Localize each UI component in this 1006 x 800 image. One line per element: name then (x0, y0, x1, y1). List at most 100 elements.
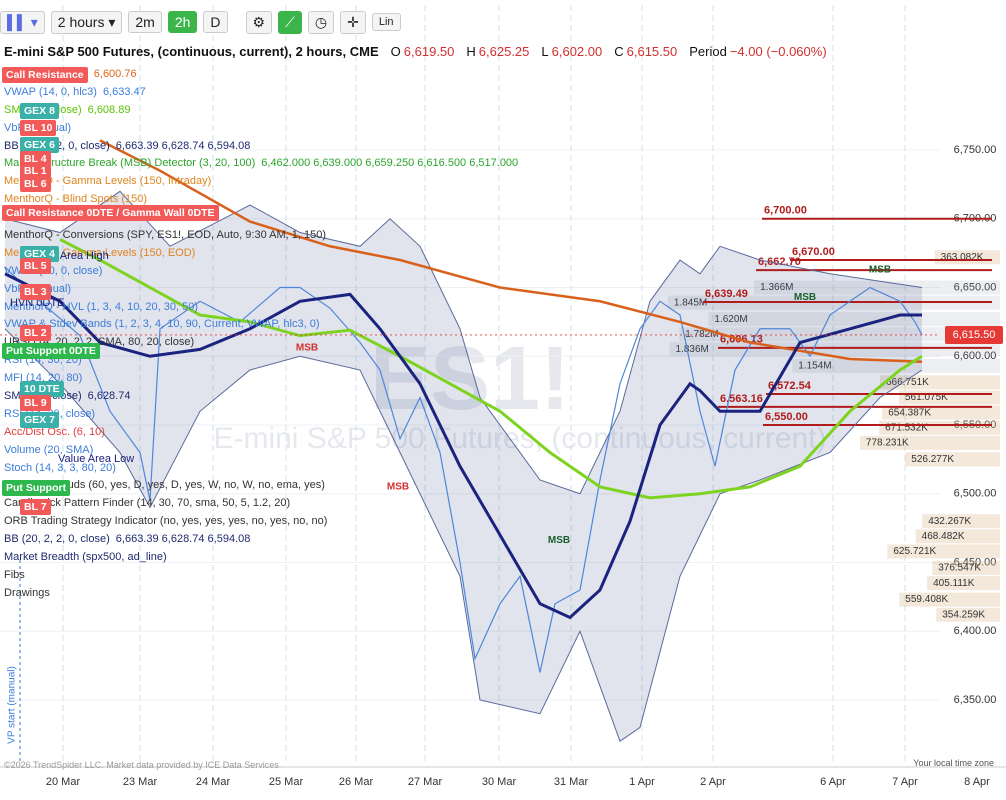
legend-row: Ichimoku Clouds (60, yes, D, yes, D, yes… (4, 477, 518, 495)
interval: 2 hours (57, 13, 105, 30)
y-tick-label: 6,350.00 (954, 694, 997, 706)
legend-value: 6,600.76 (93, 68, 137, 80)
vp-start-label: VP start (manual) (7, 666, 18, 744)
legend-row: Candlestick Pattern Finder (14, 30, 70, … (4, 495, 518, 513)
x-tick-label: 1 Apr (629, 776, 655, 788)
msb-annotation: MSB (794, 292, 816, 303)
volume-profile-bar (669, 342, 1000, 357)
price-level-label: 6,662.70 (758, 256, 801, 268)
legend-text: Fibs (4, 568, 25, 581)
x-tick-label: 20 Mar (46, 776, 81, 788)
volume-profile-label: 559.408K (905, 594, 948, 605)
x-tick-label: 2 Apr (700, 776, 726, 788)
msb-annotation: MSB (387, 482, 409, 493)
y-tick-label: 6,650.00 (954, 281, 997, 293)
scale-button[interactable]: Lin (371, 13, 401, 31)
legend-row: MenthorQ - Gamma Levels (150, Intraday) (4, 173, 518, 191)
level-badge: BL 5 (20, 258, 51, 274)
legend-text: BB (20, 2, 2, 0, close) (4, 533, 110, 546)
volume-profile-bar (708, 312, 1000, 327)
volume-profile-label: 376.547K (938, 563, 981, 574)
legend-row: VWAP & Stdev Bands (1, 2, 3, 4, 10, 90, … (4, 316, 518, 334)
settings-button[interactable]: ⚙ (245, 10, 273, 34)
volume-profile-label: 405.111K (933, 578, 975, 589)
volume-profile-label: 654.387K (888, 407, 931, 418)
volume-profile-bar (792, 358, 1000, 373)
overlay-label: HVN 0DTE (10, 297, 65, 309)
interval-select[interactable]: 2 hours ▾ (50, 10, 123, 34)
interval-button[interactable]: 2m (128, 11, 162, 33)
legend-text: Market Breadth (spx500, ad_line) (4, 551, 167, 564)
volume-profile-label: 468.482K (922, 531, 965, 542)
msb-annotation: MSB (548, 535, 570, 546)
interval-button[interactable]: 2h (167, 11, 198, 33)
level-badge: Put Support (2, 480, 71, 496)
legend-row: MenthorQ - Conversions (SPY, ES1!, EOD, … (4, 227, 518, 245)
period-value: −4.00 (−0.060%) (729, 44, 827, 59)
chart-type-button[interactable]: ▌▌ ▾ (0, 10, 45, 34)
last-price-label: 6,615.50 (953, 329, 996, 341)
ohlc-value: 6,625.25 (478, 44, 530, 59)
volume-profile-label: 1.620M (714, 314, 747, 325)
legend-row: MenthorQ - HVL (1, 3, 4, 10, 20, 30, 50) (4, 299, 518, 317)
x-tick-label: 27 Mar (408, 776, 443, 788)
interval-button[interactable]: D (203, 11, 228, 33)
toolbar: ▌▌ ▾ 2 hours ▾ 2m 2h D ⚙ ⟋ ◷ ✛ Lin (0, 8, 401, 36)
volume-profile-bar (932, 560, 1000, 575)
price-level-label: 6,639.49 (705, 288, 748, 300)
price-level-label: 6,550.00 (765, 411, 808, 423)
legend-text: Stoch (14, 3, 3, 80, 20) (4, 461, 116, 474)
crosshair-button[interactable]: ✛ (340, 10, 366, 34)
legend-text: VWAP (10, 0, close) (4, 264, 103, 277)
legend-row: Stoch (14, 3, 3, 80, 20) (4, 460, 518, 478)
legend-value: 6,663.39 6,628.74 6,594.08 (115, 139, 251, 152)
series-line (4, 328, 923, 742)
watermark-symbol: ES1! (370, 329, 570, 429)
y-tick-label: 6,450.00 (954, 556, 997, 568)
legend-row: Market Breadth (spx500, ad_line) (4, 549, 518, 567)
y-tick-label: 6,500.00 (954, 488, 997, 500)
x-tick-label: 23 Mar (123, 776, 158, 788)
legend-row: ORB Trading Strategy Indicator (no, yes,… (4, 513, 518, 531)
legend-text: Ichimoku Clouds (60, yes, D, yes, D, yes… (4, 479, 325, 492)
x-tick-label: 8 Apr (964, 776, 990, 788)
ohlc-key: H (466, 44, 476, 59)
volume-profile-label: 671.532K (885, 422, 928, 433)
volume-profile-label: 1.782M (685, 329, 718, 340)
ohlc-key: L (541, 44, 549, 59)
legend-text: ORB Trading Strategy Indicator (no, yes,… (4, 515, 328, 528)
legend-row: Volume (20, SMA) (4, 442, 518, 460)
series-line (99, 139, 923, 364)
volume-profile-bar (879, 375, 1000, 390)
legend-row: BB (20, 2, 2, 0, close)6,663.39 6,628.74… (4, 138, 518, 156)
legend-row: SMA (20, close)6,628.74 (4, 388, 518, 406)
x-tick-label: 25 Mar (269, 776, 304, 788)
volume-profile-label: 1.836M (676, 344, 709, 355)
volume-profile-bar (922, 514, 1000, 529)
volume-profile-bar (859, 435, 1000, 450)
legend-text: Volume (20, SMA) (4, 443, 94, 456)
y-tick-label: 6,600.00 (954, 350, 997, 362)
volume-profile-label: 1.154M (798, 361, 831, 372)
legend-row: VWAP (14, 0, hlc3) 6,633.47 (4, 84, 518, 102)
volume-profile-bar (887, 544, 1000, 559)
legend-text: Acc/Dist Osc. (6, 10) (4, 425, 105, 438)
x-tick-label: 6 Apr (820, 776, 846, 788)
x-tick-label: 30 Mar (482, 776, 517, 788)
legend-row: Fibs (4, 567, 518, 585)
legend-value: 6,608.89 (87, 103, 131, 116)
clock-button[interactable]: ◷ (307, 10, 335, 34)
volume-profile-bar (899, 592, 1000, 607)
header: E-mini S&P 500 Futures, (continuous, cur… (4, 44, 827, 59)
ohlc-value: 6,615.50 (626, 44, 678, 59)
volume-profile-bar (905, 452, 1000, 467)
level-badge: GEX 6 (20, 137, 59, 153)
level-badge: Put Support 0DTE (2, 343, 100, 359)
draw-button[interactable]: ⟋ (278, 10, 302, 34)
legend-row: MenthorQ - Blind Spots (150) (4, 191, 518, 209)
volume-profile-label: 1.366M (760, 282, 793, 293)
volume-profile-label: 354.259K (942, 609, 985, 620)
level-badge: BL 3 (20, 284, 51, 300)
